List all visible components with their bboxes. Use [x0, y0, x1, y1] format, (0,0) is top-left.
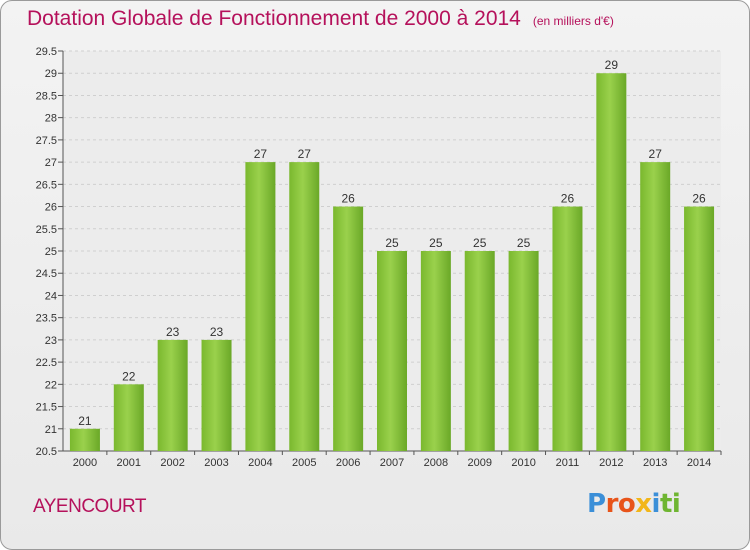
data-label: 29	[605, 58, 619, 72]
bar	[377, 251, 407, 451]
bar	[245, 162, 276, 451]
y-tick-label: 28.5	[36, 90, 57, 102]
x-tick-label: 2004	[248, 457, 272, 469]
chart-unit: (en milliers d'€)	[532, 14, 614, 28]
data-label: 25	[385, 236, 399, 250]
y-tick-label: 25.5	[36, 224, 57, 236]
logo-part: ti	[659, 489, 681, 519]
bar	[420, 251, 451, 451]
bar	[69, 428, 100, 451]
x-tick-label: 2006	[336, 457, 360, 469]
data-label: 26	[341, 192, 355, 206]
y-tick-label: 24	[45, 290, 57, 302]
logo-part: ro	[605, 489, 636, 519]
data-label: 25	[429, 236, 443, 250]
bar	[113, 384, 144, 451]
y-tick-label: 24.5	[36, 268, 57, 280]
y-tick-label: 27	[45, 157, 57, 169]
bar	[157, 339, 188, 451]
data-label: 23	[210, 325, 224, 339]
data-label: 21	[78, 414, 92, 428]
x-tick-label: 2005	[292, 457, 316, 469]
y-tick-label: 23	[45, 335, 57, 347]
data-label: 27	[254, 147, 268, 161]
chart-title-block: Dotation Globale de Fonctionnement de 20…	[27, 7, 614, 31]
bar	[640, 162, 671, 451]
x-tick-label: 2011	[556, 457, 580, 469]
data-label: 26	[561, 192, 575, 206]
chart-title: Dotation Globale de Fonctionnement de 20…	[27, 7, 521, 30]
x-tick-label: 2014	[687, 457, 711, 469]
bar	[508, 251, 539, 451]
y-tick-label: 29	[45, 68, 57, 80]
y-tick-label: 23.5	[36, 313, 57, 325]
x-tick-label: 2000	[73, 457, 97, 469]
bar	[333, 206, 364, 451]
x-tick-label: 2007	[380, 457, 404, 469]
data-label: 25	[473, 236, 487, 250]
proxiti-logo: Proxiti	[587, 489, 681, 519]
x-tick-label: 2009	[467, 457, 491, 469]
bar	[552, 206, 583, 451]
bar	[596, 73, 627, 451]
data-label: 23	[166, 325, 180, 339]
y-tick-label: 25	[45, 246, 57, 258]
y-tick-label: 29.5	[36, 46, 57, 58]
x-tick-label: 2001	[117, 457, 141, 469]
logo-part: x	[635, 489, 652, 519]
data-label: 27	[298, 147, 312, 161]
logo-part: P	[587, 489, 606, 519]
y-tick-label: 26.5	[36, 179, 57, 191]
data-label: 22	[122, 369, 136, 383]
y-tick-label: 20.5	[36, 446, 57, 458]
bar	[289, 162, 320, 451]
x-tick-label: 2008	[424, 457, 448, 469]
x-tick-label: 2003	[204, 457, 228, 469]
x-tick-label: 2013	[643, 457, 667, 469]
y-tick-label: 26	[45, 202, 57, 214]
data-label: 26	[692, 192, 706, 206]
bar	[684, 206, 715, 451]
logo-part: i	[651, 489, 661, 519]
data-label: 27	[649, 147, 663, 161]
y-tick-label: 28	[45, 113, 57, 125]
x-tick-label: 2002	[160, 457, 184, 469]
x-tick-label: 2010	[511, 457, 535, 469]
y-tick-label: 21.5	[36, 402, 57, 414]
bar	[201, 339, 232, 451]
bar	[464, 251, 495, 451]
y-tick-label: 22.5	[36, 357, 57, 369]
x-tick-label: 2012	[599, 457, 623, 469]
commune-name: AYENCOURT	[33, 496, 147, 517]
y-tick-label: 21	[45, 424, 57, 436]
y-tick-label: 27.5	[36, 135, 57, 147]
y-tick-label: 22	[45, 379, 57, 391]
data-label: 25	[517, 236, 531, 250]
